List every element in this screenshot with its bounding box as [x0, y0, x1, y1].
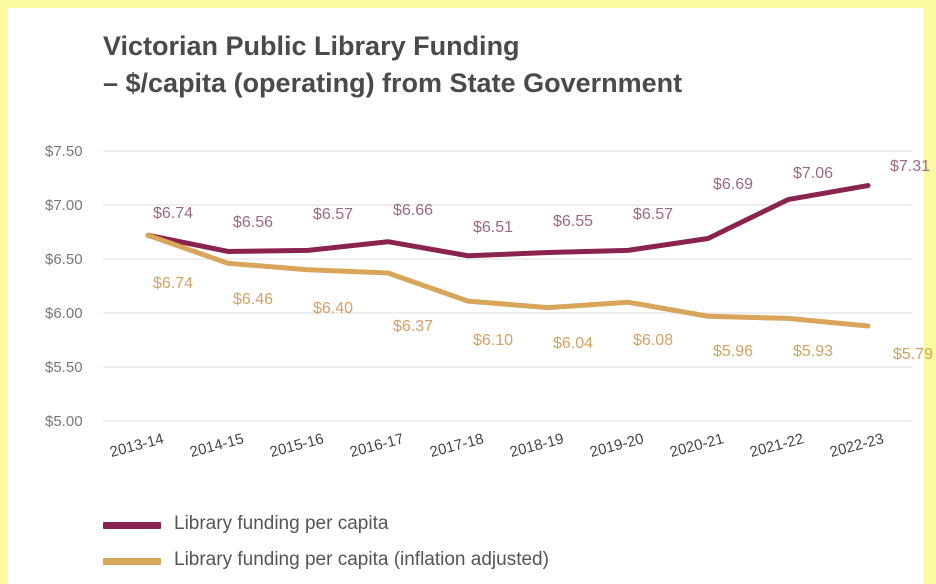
y-tick-label: $6.00 [45, 305, 83, 322]
data-label: $6.10 [473, 332, 513, 349]
y-tick-label: $7.50 [45, 143, 83, 160]
legend-swatch-funding [103, 522, 161, 529]
series-line-inflation-adjusted [145, 232, 871, 329]
data-label: $6.74 [153, 205, 193, 222]
data-label: $6.57 [633, 206, 673, 223]
data-label: $6.08 [633, 332, 673, 349]
x-tick-label: 2021-22 [748, 430, 806, 461]
x-tick-label: 2018-19 [508, 430, 566, 461]
data-label: $7.31 [890, 158, 930, 175]
data-label: $6.37 [393, 318, 433, 335]
data-label: $6.04 [553, 335, 593, 352]
data-label: $6.51 [473, 219, 513, 236]
y-tick-label: $5.00 [45, 413, 83, 430]
data-label: $5.96 [713, 343, 753, 360]
chart-title: Victorian Public Library Funding – $/cap… [103, 28, 682, 102]
x-axis-ticks: 2013-14 2014-15 2015-16 2016-17 2017-18 2018-… [108, 430, 886, 461]
x-tick-label: 2016-17 [348, 430, 406, 461]
data-label: $6.46 [233, 291, 273, 308]
data-labels: $6.74 $6.56 $6.57 $6.66 $6.51 $6.55 $6.57 $6.69… [153, 158, 933, 363]
legend-label-funding: Library funding per capita [174, 513, 389, 534]
x-tick-label: 2020-21 [668, 430, 726, 461]
y-tick-label: $6.50 [45, 251, 83, 268]
legend-swatch-inflation-adjusted [103, 558, 161, 565]
line-chart: $7.50$7.00$6.50$6.00$5.50$5.00 2013-14 20… [45, 143, 933, 461]
series-line-funding [145, 183, 871, 259]
y-tick-label: $7.00 [45, 197, 83, 214]
data-label: $6.69 [713, 176, 753, 193]
x-tick-label: 2019-20 [588, 430, 646, 461]
data-label: $6.55 [553, 213, 593, 230]
series-lines [145, 183, 871, 329]
data-label: $5.93 [793, 343, 833, 360]
x-tick-label: 2022-23 [828, 430, 886, 461]
y-axis-ticks: $7.50 $7.00 $6.50 $6.00 $5.50 $5.00 [45, 143, 83, 430]
chart-title-line-2: – $/capita (operating) from State Govern… [103, 68, 683, 98]
legend-label-inflation-adjusted: Library funding per capita (inflation ad… [174, 549, 549, 570]
data-label: $5.79 [893, 346, 933, 363]
data-label: $6.40 [313, 300, 353, 317]
x-tick-label: 2014-15 [188, 430, 246, 461]
x-tick-label: 2013-14 [108, 430, 166, 461]
x-tick-label: 2017-18 [428, 430, 486, 461]
chart-title-line-1: Victorian Public Library Funding [103, 31, 520, 61]
gridlines [103, 150, 912, 422]
data-label: $6.56 [233, 214, 273, 231]
chart-frame [8, 8, 924, 584]
data-label: $6.74 [153, 275, 193, 292]
data-label: $6.57 [313, 206, 353, 223]
x-tick-label: 2015-16 [268, 430, 326, 461]
data-label: $7.06 [793, 165, 833, 182]
data-label: $6.66 [393, 202, 433, 219]
y-tick-label: $5.50 [45, 359, 83, 376]
